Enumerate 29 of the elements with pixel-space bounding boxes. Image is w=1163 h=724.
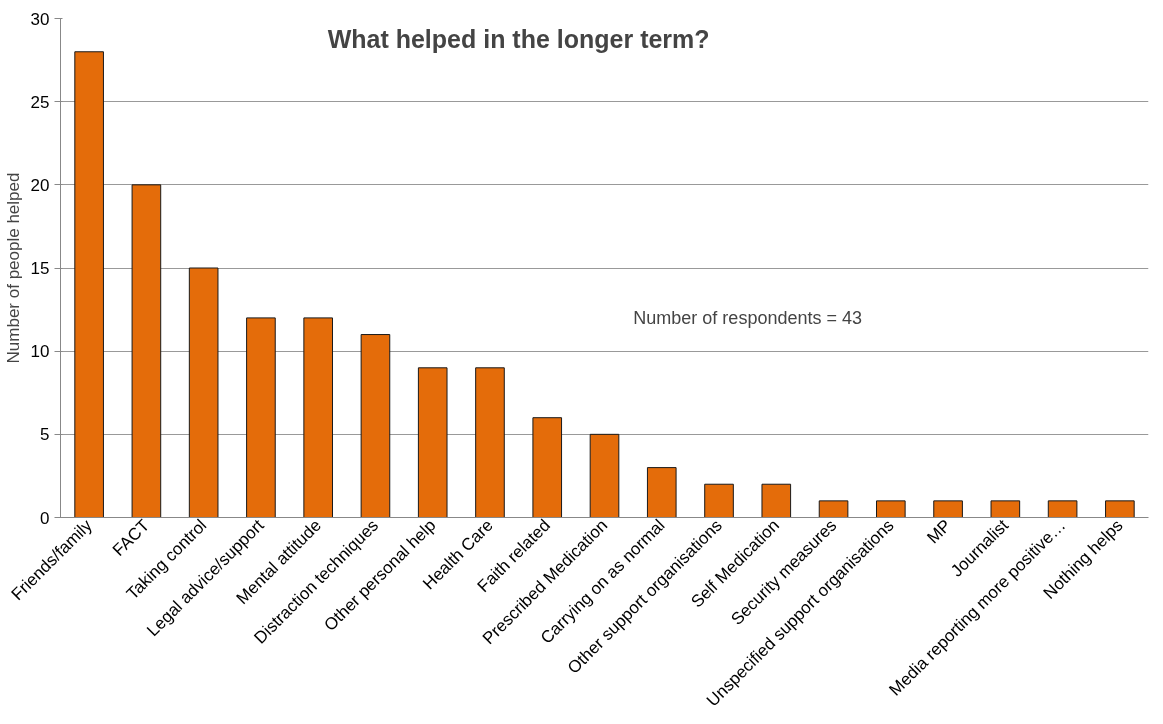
bar [818,500,849,518]
bar [704,483,734,518]
bar [303,317,333,518]
x-tick-label: MP [923,515,955,548]
bar [1047,500,1078,518]
bar [646,467,677,518]
y-tick-label: 5 [40,425,50,445]
bar [475,367,505,518]
bar [990,500,1021,518]
chart-title: What helped in the longer term? [327,25,710,54]
bar [188,267,219,518]
bar [74,51,104,518]
y-tick-label: 20 [30,175,50,195]
y-tick-label: 25 [30,92,50,112]
bar [417,367,448,518]
y-axis-title: Number of people helped [3,172,23,364]
bar [876,500,906,518]
bar [761,483,792,518]
bar [1105,500,1135,518]
y-tick-label: 30 [30,9,50,29]
y-tick-label: 15 [30,259,50,278]
bar [131,184,162,518]
bar [589,433,620,518]
annotation: Number of respondents = 43 [633,307,862,328]
bar [360,334,391,518]
bar [246,317,276,518]
bar [933,500,963,518]
bar [532,417,563,518]
y-tick-label: 10 [30,342,50,362]
